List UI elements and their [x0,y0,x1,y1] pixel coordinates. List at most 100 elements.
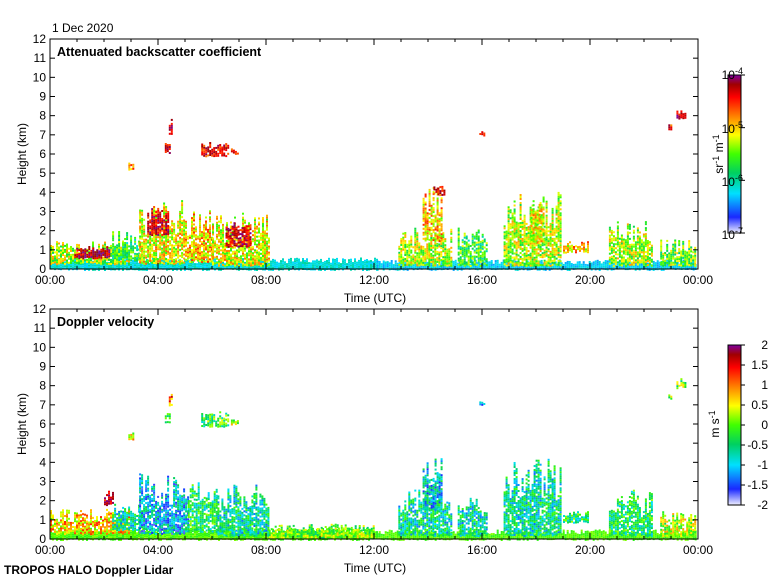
backscatter-cell [610,231,613,234]
backscatter-cell [406,263,409,266]
backscatter-cell [247,237,250,240]
backscatter-cell [233,224,236,227]
backscatter-cell [266,224,268,227]
backscatter-cell [608,265,611,268]
backscatter-cell [254,235,256,238]
backscatter-cell [78,246,80,249]
backscatter-cell [542,216,545,219]
backscatter-cell [163,252,166,255]
backscatter-cell [162,259,164,262]
backscatter-cell [563,247,565,250]
backscatter-cell [390,260,393,262]
backscatter-cell [209,220,211,223]
backscatter-cell [475,247,478,250]
backscatter-cell [173,250,176,253]
backscatter-cell [52,263,54,266]
backscatter-cell [136,264,138,267]
backscatter-cell [549,240,552,243]
backscatter-cell [503,225,506,228]
backscatter-cell [151,239,154,242]
backscatter-cell [438,243,441,246]
backscatter-cell [258,251,260,254]
backscatter-cell [354,266,356,269]
backscatter-cell [207,244,209,247]
backscatter-cell [157,244,160,247]
backscatter-cell [56,257,58,260]
backscatter-cell [587,245,589,248]
backscatter-cell [151,228,154,231]
backscatter-cell [440,241,443,244]
backscatter-cell [70,267,72,270]
backscatter-cell [328,263,330,266]
backscatter-cell [594,266,597,269]
backscatter-cell [503,233,506,236]
backscatter-cell [247,235,250,238]
backscatter-cell [191,245,193,248]
backscatter-cell [231,239,234,242]
backscatter-cell [569,249,571,252]
backscatter-cell [559,234,562,237]
backscatter-cell [214,240,216,243]
backscatter-cell [614,237,617,240]
backscatter-cell [579,249,581,252]
backscatter-cell [576,265,579,268]
backscatter-cell [527,254,530,257]
backscatter-cell [610,259,613,262]
backscatter-cell [203,256,205,259]
backscatter-cell [187,257,189,260]
backscatter-cell [362,263,364,265]
backscatter-cell [465,247,468,250]
backscatter-cell [70,254,72,256]
backscatter-cell [454,263,457,266]
backscatter-cell [122,242,125,245]
backscatter-cell [460,266,463,269]
backscatter-cell [578,267,581,270]
backscatter-cell [254,225,256,228]
backscatter-cell [519,234,522,236]
backscatter-cell [130,241,133,244]
backscatter-cell [237,241,240,244]
backscatter-cell [124,252,127,254]
backscatter-cell [90,257,92,260]
backscatter-cell [201,235,203,238]
backscatter-cell [440,217,443,220]
backscatter-cell [96,264,98,267]
backscatter-cell [260,236,262,239]
backscatter-cell [441,189,444,192]
backscatter-cell [104,263,106,265]
backscatter-cell [537,264,540,267]
backscatter-cell [509,257,512,260]
backscatter-cell [422,231,425,234]
backscatter-cell [461,249,464,252]
backscatter-cell [324,266,326,269]
backscatter-cell [408,246,411,249]
backscatter-cell [555,235,558,238]
backscatter-cell [254,266,256,269]
backscatter-cell [203,234,205,237]
backscatter-cell [428,250,431,253]
backscatter-cell [216,257,218,260]
backscatter-cell [406,255,409,258]
backscatter-cell [181,230,184,233]
backscatter-cell [54,266,56,269]
backscatter-cell [434,214,437,217]
backscatter-cell [248,266,250,269]
backscatter-cell [237,233,240,236]
backscatter-cell [565,251,567,254]
backscatter-cell [132,257,135,260]
backscatter-cell [430,247,433,249]
backscatter-cell [521,239,524,242]
backscatter-cell [414,261,417,264]
backscatter-cell [658,265,661,268]
backscatter-cell [195,250,197,253]
backscatter-cell [78,265,80,268]
backscatter-cell [161,222,164,224]
backscatter-cell [352,266,354,268]
backscatter-cell [86,258,88,261]
backscatter-cell [268,239,270,242]
backscatter-cell [532,232,535,235]
backscatter-cell [571,250,573,253]
backscatter-cell [535,264,538,267]
backscatter-cell [143,244,146,247]
backscatter-cell [511,264,514,267]
